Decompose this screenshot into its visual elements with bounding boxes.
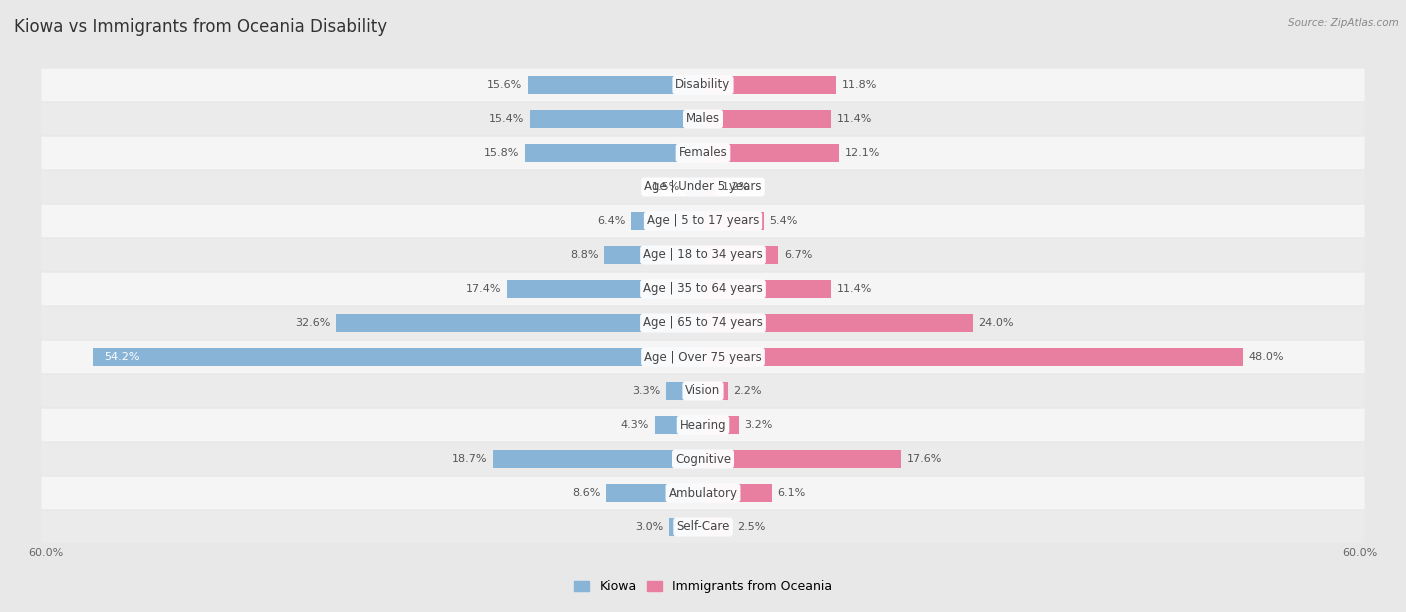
FancyBboxPatch shape [41,307,1365,339]
Text: 5.4%: 5.4% [769,216,797,226]
FancyBboxPatch shape [41,273,1365,305]
Text: 54.2%: 54.2% [104,352,141,362]
Text: 8.6%: 8.6% [572,488,600,498]
Text: 6.7%: 6.7% [785,250,813,260]
Text: 17.4%: 17.4% [467,284,502,294]
Bar [530,110,703,128]
Bar [703,518,731,536]
Text: Cognitive: Cognitive [675,452,731,466]
Bar [703,484,772,502]
Bar [703,280,831,298]
Text: 11.8%: 11.8% [841,80,877,90]
Text: 18.7%: 18.7% [451,454,486,464]
FancyBboxPatch shape [41,171,1365,203]
Text: 32.6%: 32.6% [295,318,330,328]
Text: 6.1%: 6.1% [778,488,806,498]
Text: 2.2%: 2.2% [734,386,762,396]
Bar [703,144,839,162]
Text: Age | 5 to 17 years: Age | 5 to 17 years [647,214,759,228]
Text: 3.3%: 3.3% [633,386,661,396]
FancyBboxPatch shape [41,136,1365,170]
Text: Source: ZipAtlas.com: Source: ZipAtlas.com [1288,18,1399,28]
Bar [93,348,703,366]
Bar [703,246,779,264]
Bar [655,416,703,434]
Bar [703,110,831,128]
Text: Age | 18 to 34 years: Age | 18 to 34 years [643,248,763,261]
Text: Vision: Vision [685,384,721,398]
FancyBboxPatch shape [41,341,1365,373]
Text: 3.0%: 3.0% [636,522,664,532]
Text: Age | Under 5 years: Age | Under 5 years [644,181,762,193]
Text: 15.4%: 15.4% [489,114,524,124]
Text: Self-Care: Self-Care [676,520,730,534]
Bar [336,314,703,332]
Text: Kiowa vs Immigrants from Oceania Disability: Kiowa vs Immigrants from Oceania Disabil… [14,18,387,36]
Text: 15.6%: 15.6% [486,80,522,90]
Bar [703,212,763,230]
FancyBboxPatch shape [41,69,1365,102]
Bar [669,518,703,536]
Text: Hearing: Hearing [679,419,727,431]
Text: 48.0%: 48.0% [1249,352,1284,362]
Text: 12.1%: 12.1% [845,148,880,158]
Text: 24.0%: 24.0% [979,318,1014,328]
FancyBboxPatch shape [41,510,1365,543]
Bar [492,450,703,468]
FancyBboxPatch shape [41,477,1365,509]
FancyBboxPatch shape [41,103,1365,135]
Bar [703,76,835,94]
Text: Ambulatory: Ambulatory [668,487,738,499]
Bar [631,212,703,230]
Legend: Kiowa, Immigrants from Oceania: Kiowa, Immigrants from Oceania [569,575,837,599]
Text: 6.4%: 6.4% [598,216,626,226]
Text: 60.0%: 60.0% [28,548,63,558]
FancyBboxPatch shape [41,204,1365,237]
Text: Disability: Disability [675,78,731,92]
Text: 17.6%: 17.6% [907,454,942,464]
Text: 60.0%: 60.0% [1343,548,1378,558]
Bar [605,246,703,264]
Bar [703,382,728,400]
Bar [666,382,703,400]
Bar [526,144,703,162]
Text: 11.4%: 11.4% [837,284,872,294]
Text: 15.8%: 15.8% [484,148,520,158]
FancyBboxPatch shape [41,442,1365,476]
Text: 1.5%: 1.5% [652,182,681,192]
Bar [686,178,703,196]
Text: Age | 35 to 64 years: Age | 35 to 64 years [643,283,763,296]
Bar [606,484,703,502]
FancyBboxPatch shape [41,375,1365,408]
Text: Age | 65 to 74 years: Age | 65 to 74 years [643,316,763,329]
Text: 8.8%: 8.8% [569,250,599,260]
FancyBboxPatch shape [41,409,1365,441]
Bar [703,314,973,332]
Text: 1.2%: 1.2% [723,182,751,192]
Bar [527,76,703,94]
Text: Males: Males [686,113,720,125]
Text: Females: Females [679,146,727,160]
Bar [703,348,1243,366]
Bar [703,450,901,468]
Bar [703,416,740,434]
Text: Age | Over 75 years: Age | Over 75 years [644,351,762,364]
FancyBboxPatch shape [41,239,1365,271]
Bar [508,280,703,298]
Bar [703,178,717,196]
Text: 4.3%: 4.3% [620,420,650,430]
Text: 3.2%: 3.2% [745,420,773,430]
Text: 2.5%: 2.5% [737,522,765,532]
Text: 11.4%: 11.4% [837,114,872,124]
